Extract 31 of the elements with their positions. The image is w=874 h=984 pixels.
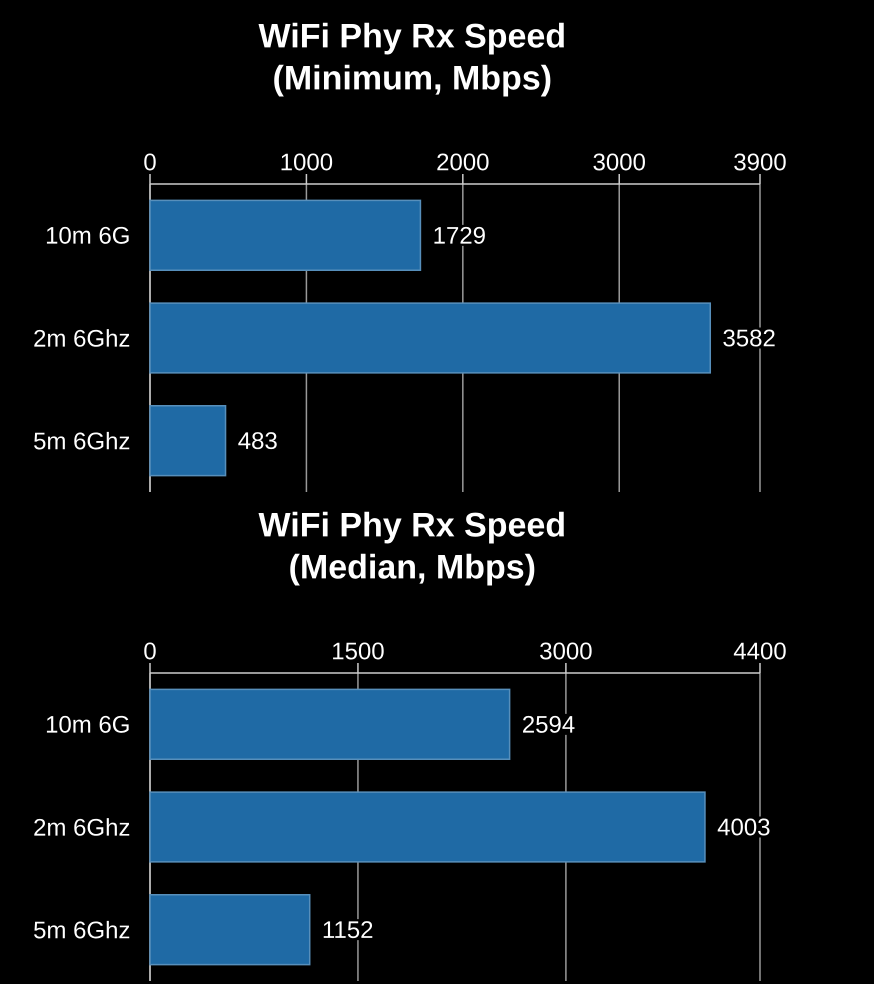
chart-title: WiFi Phy Rx Speed — [258, 512, 564, 544]
bar — [149, 302, 712, 374]
data-label: 483 — [238, 432, 277, 450]
data-label: 1729 — [434, 226, 485, 244]
chart-subtitle: (Minimum, Mbps) — [274, 64, 550, 96]
data-label: 2594 — [523, 716, 574, 733]
data-label: 4003 — [718, 818, 770, 836]
x-tick-label: 1000 — [282, 153, 332, 170]
bar — [149, 791, 706, 863]
data-label: 1152 — [324, 921, 372, 938]
chart-title: WiFi Phy Rx Speed — [258, 22, 564, 54]
x-tick-label: 3000 — [593, 153, 645, 170]
x-tick-label: 1500 — [333, 642, 384, 660]
data-label: 3582 — [723, 330, 775, 346]
chart-subtitle: (Median, Mbps) — [290, 554, 534, 586]
x-tick-label: 3900 — [734, 153, 786, 170]
bar — [149, 894, 310, 966]
bar — [149, 688, 510, 760]
bar — [149, 405, 226, 476]
y-tick-label: 10m 6G — [46, 716, 129, 733]
y-tick-label: 2m 6Ghz — [34, 818, 130, 836]
y-tick-label: 10m 6G — [46, 226, 129, 244]
bar — [149, 200, 422, 271]
y-tick-label: 2m 6Ghz — [34, 329, 130, 347]
x-tick-label: 0 — [144, 153, 156, 170]
x-tick-label: 3000 — [540, 642, 592, 660]
y-tick-label: 5m 6Ghz — [34, 920, 130, 938]
y-tick-label: 5m 6Ghz — [34, 432, 130, 450]
x-tick-label: 4400 — [734, 642, 786, 660]
x-tick-label: 2000 — [437, 153, 489, 170]
x-tick-label: 0 — [144, 642, 156, 660]
